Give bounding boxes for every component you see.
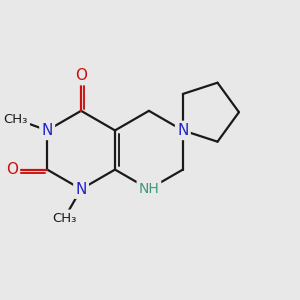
Text: CH₃: CH₃ <box>52 212 76 224</box>
Text: N: N <box>75 182 87 197</box>
Text: N: N <box>177 123 188 138</box>
Text: O: O <box>6 162 18 177</box>
Text: NH: NH <box>139 182 159 196</box>
Text: N: N <box>41 123 53 138</box>
Text: CH₃: CH₃ <box>4 112 28 125</box>
Text: O: O <box>75 68 87 83</box>
